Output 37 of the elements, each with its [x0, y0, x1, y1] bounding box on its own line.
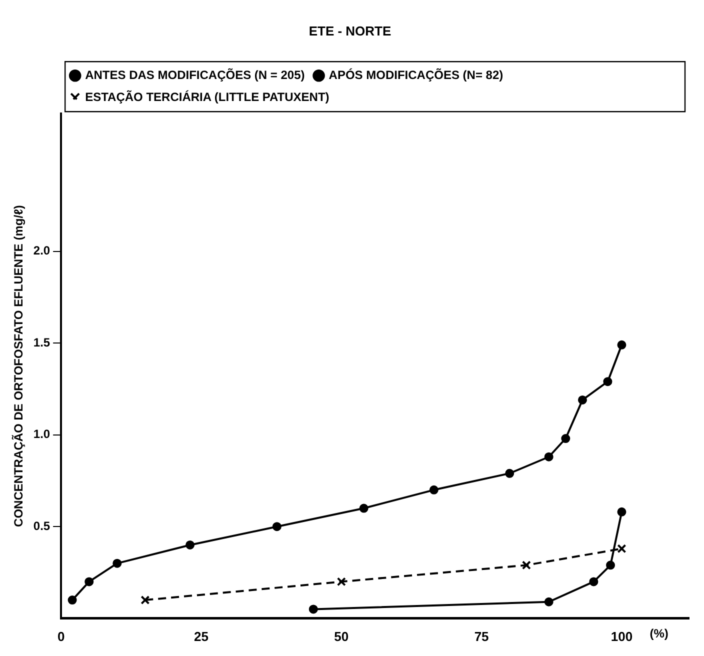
point [140, 596, 150, 605]
point [84, 577, 94, 586]
x-tick-label: 50 [334, 628, 349, 644]
y-tick-label: 1.5 [33, 335, 50, 350]
x-tick-label: 75 [474, 628, 489, 644]
point [544, 597, 554, 606]
point [68, 596, 77, 605]
point [505, 468, 514, 478]
point [522, 560, 531, 570]
point [272, 522, 282, 532]
point [617, 340, 626, 350]
point [603, 377, 612, 386]
point [308, 604, 318, 614]
chart-title: ETE - NORTE [308, 23, 392, 38]
x-tick-label: 25 [194, 628, 208, 644]
point [617, 544, 626, 554]
x-axis-title: (%) [650, 626, 668, 641]
y-axis-title: CONCENTRAÇÃO DE ORTOFOSFATO EFLUENTE (mg/ℓ) [12, 205, 26, 527]
point [429, 485, 438, 494]
point [561, 434, 570, 444]
y-tick-label: 0.5 [33, 518, 50, 533]
point [112, 558, 122, 568]
point [589, 577, 598, 586]
legend-label: APÓS MODIFICAÇÕES (N= 82) [328, 68, 504, 82]
point [617, 507, 626, 516]
point [186, 540, 195, 550]
point [359, 504, 368, 513]
x-tick-label: 0 [57, 628, 65, 644]
x-tick-label: 100 [610, 628, 633, 644]
y-tick-label: 2.0 [33, 244, 50, 258]
point [578, 395, 587, 404]
legend-label: ESTAÇÃO TERCIÁRIA (LITTLE PATUXENT) [85, 90, 330, 104]
legend-label: ANTES DAS MODIFICAÇÕES (N = 205) [85, 68, 305, 82]
y-tick-label: 1.0 [33, 427, 50, 442]
point [606, 560, 616, 570]
point [336, 577, 346, 586]
point [544, 452, 554, 462]
